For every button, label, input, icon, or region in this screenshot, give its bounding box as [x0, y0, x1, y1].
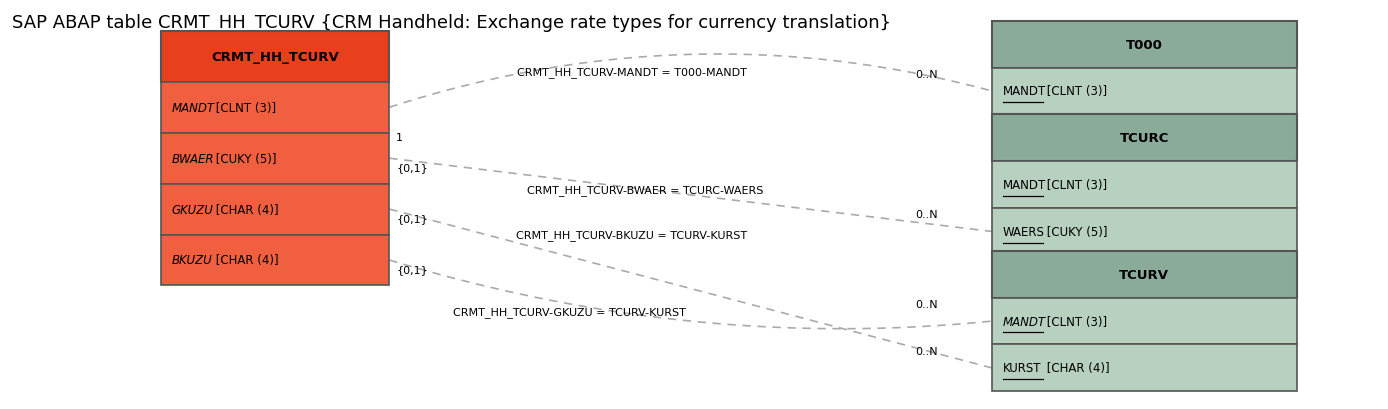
FancyBboxPatch shape [161, 235, 389, 286]
Text: 1: 1 [396, 133, 403, 143]
Text: KURST: KURST [1004, 362, 1041, 375]
FancyBboxPatch shape [992, 162, 1296, 209]
Text: [CLNT (3)]: [CLNT (3)] [1042, 85, 1108, 98]
Text: 0..N: 0..N [916, 70, 938, 80]
FancyBboxPatch shape [161, 32, 389, 83]
FancyBboxPatch shape [161, 133, 389, 184]
Text: {0,1}: {0,1} [396, 163, 428, 173]
FancyBboxPatch shape [992, 345, 1296, 391]
FancyBboxPatch shape [992, 22, 1296, 68]
FancyBboxPatch shape [161, 184, 389, 235]
Text: {0,1}: {0,1} [396, 265, 428, 274]
FancyBboxPatch shape [992, 115, 1296, 162]
FancyBboxPatch shape [992, 209, 1296, 255]
Text: TCURV: TCURV [1119, 268, 1169, 281]
Text: MANDT: MANDT [172, 101, 215, 115]
Text: T000: T000 [1126, 38, 1163, 52]
Text: 0..N: 0..N [916, 299, 938, 309]
Text: {0,1}: {0,1} [396, 213, 428, 224]
FancyBboxPatch shape [992, 251, 1296, 298]
Text: 0..N: 0..N [916, 210, 938, 220]
Text: TCURC: TCURC [1120, 132, 1169, 145]
Text: 0..N: 0..N [916, 346, 938, 356]
Text: CRMT_HH_TCURV-GKUZU = TCURV-KURST: CRMT_HH_TCURV-GKUZU = TCURV-KURST [452, 307, 686, 318]
Text: MANDT: MANDT [1004, 179, 1047, 192]
Text: [CHAR (4)]: [CHAR (4)] [1042, 362, 1109, 375]
Text: [CHAR (4)]: [CHAR (4)] [212, 254, 279, 267]
Text: BWAER: BWAER [172, 152, 214, 165]
Text: GKUZU: GKUZU [172, 203, 214, 216]
Text: CRMT_HH_TCURV-BKUZU = TCURV-KURST: CRMT_HH_TCURV-BKUZU = TCURV-KURST [516, 229, 747, 240]
Text: BKUZU: BKUZU [172, 254, 212, 267]
Text: CRMT_HH_TCURV-BWAER = TCURC-WAERS: CRMT_HH_TCURV-BWAER = TCURC-WAERS [527, 185, 763, 196]
Text: CRMT_HH_TCURV-MANDT = T000-MANDT: CRMT_HH_TCURV-MANDT = T000-MANDT [516, 67, 747, 78]
Text: [CLNT (3)]: [CLNT (3)] [1042, 315, 1108, 328]
FancyBboxPatch shape [161, 83, 389, 133]
Text: [CLNT (3)]: [CLNT (3)] [212, 101, 276, 115]
Text: [CUKY (5)]: [CUKY (5)] [1042, 225, 1108, 238]
FancyBboxPatch shape [992, 68, 1296, 115]
Text: [CUKY (5)]: [CUKY (5)] [212, 152, 276, 165]
Text: CRMT_HH_TCURV: CRMT_HH_TCURV [211, 51, 339, 64]
FancyBboxPatch shape [992, 298, 1296, 345]
Text: [CLNT (3)]: [CLNT (3)] [1042, 179, 1108, 192]
Text: [CHAR (4)]: [CHAR (4)] [212, 203, 279, 216]
Text: MANDT: MANDT [1004, 85, 1047, 98]
Text: WAERS: WAERS [1004, 225, 1045, 238]
Text: SAP ABAP table CRMT_HH_TCURV {CRM Handheld: Exchange rate types for currency tra: SAP ABAP table CRMT_HH_TCURV {CRM Handhe… [12, 13, 891, 32]
Text: MANDT: MANDT [1004, 315, 1047, 328]
